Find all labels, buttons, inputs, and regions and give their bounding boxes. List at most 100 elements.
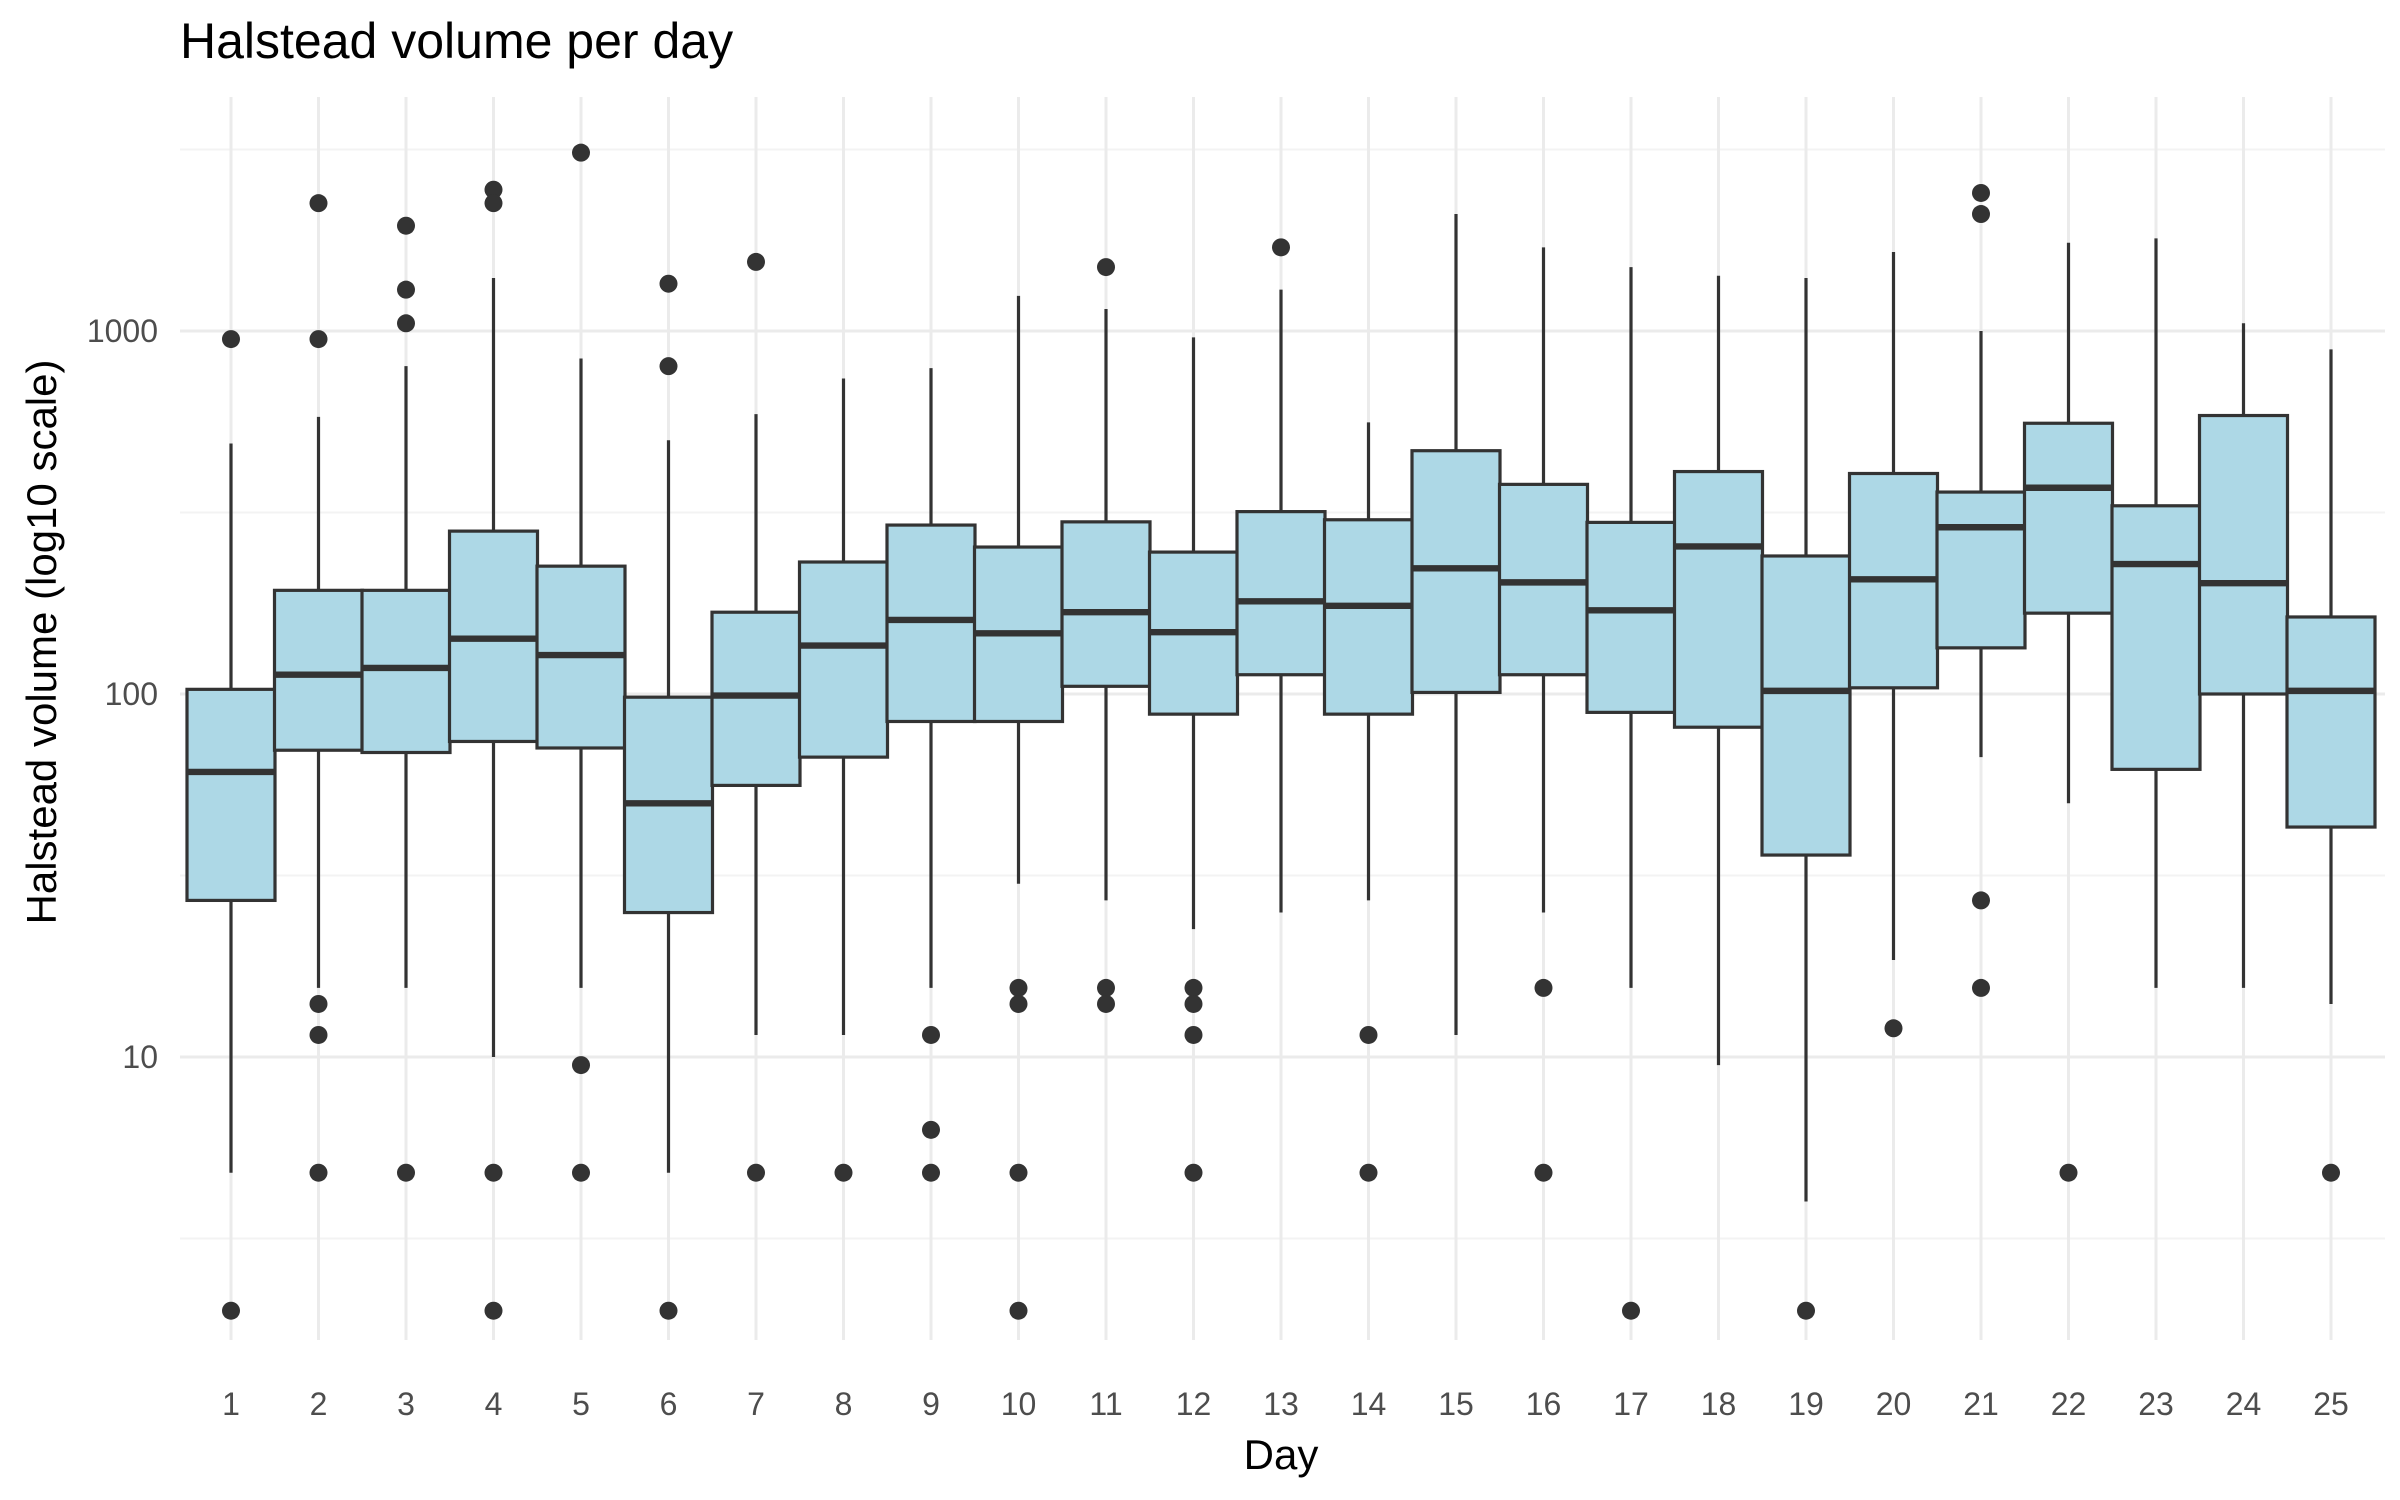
iqr-box (1935, 490, 2027, 650)
outlier-point (1797, 1301, 1815, 1320)
outlier-point (1097, 258, 1115, 277)
outlier-point (572, 1056, 590, 1075)
outlier-point (309, 1163, 328, 1182)
x-tick-label: 7 (747, 1386, 765, 1422)
box-plot-day-19 (1760, 277, 1852, 1320)
outlier-point (484, 180, 503, 199)
outlier-point (1622, 1301, 1640, 1320)
outlier-point (922, 1120, 940, 1139)
x-tick-label: 16 (1526, 1386, 1562, 1422)
x-tick-label: 19 (1788, 1386, 1824, 1422)
x-tick-label: 5 (572, 1386, 590, 1422)
outlier-point (309, 1025, 328, 1044)
outlier-point (572, 143, 590, 162)
x-tick-label: 25 (2313, 1386, 2349, 1422)
outlier-point (659, 1301, 678, 1320)
iqr-box (1060, 520, 1152, 688)
box-plot-day-4 (447, 180, 540, 1320)
x-tick-label: 10 (1001, 1386, 1037, 1422)
outlier-point (397, 314, 415, 333)
iqr-box (1672, 469, 1765, 729)
x-tick-label: 2 (310, 1386, 328, 1422)
outlier-point (222, 1301, 240, 1320)
box-plot-day-1 (185, 330, 277, 1320)
outlier-point (1534, 1163, 1553, 1182)
x-tick-label: 17 (1613, 1386, 1649, 1422)
iqr-box (2022, 421, 2115, 615)
box-plot-day-17 (1585, 267, 1677, 1320)
outlier-point (484, 1301, 503, 1320)
iqr-box (272, 588, 365, 752)
outlier-point (1972, 891, 1990, 910)
outlier-point (1184, 1025, 1203, 1044)
box-plot-day-10 (972, 295, 1065, 1320)
box-plot-day-3 (360, 216, 452, 1182)
x-tick-label: 11 (1089, 1386, 1122, 1422)
outlier-point (1972, 978, 1990, 997)
outlier-point (1534, 978, 1553, 997)
outlier-point (1884, 1019, 1903, 1038)
outlier-point (659, 274, 678, 293)
y-tick-label: 1000 (87, 313, 158, 349)
box-plot-day-9 (885, 368, 977, 1182)
outlier-point (1009, 994, 1028, 1013)
outlier-point (309, 194, 328, 213)
iqr-box (797, 560, 890, 759)
box-plot-day-12 (1147, 337, 1240, 1182)
x-tick-label: 4 (485, 1386, 503, 1422)
x-tick-label: 1 (222, 1386, 240, 1422)
box-plot-day-5 (535, 143, 627, 1182)
outlier-point (484, 194, 503, 213)
box-plot-day-2 (272, 194, 365, 1182)
outlier-point (747, 252, 765, 271)
box-plot-day-20 (1847, 252, 1940, 1038)
iqr-box (1235, 510, 1327, 677)
outlier-point (1097, 994, 1115, 1013)
x-tick-label: 23 (2138, 1386, 2174, 1422)
box-plot-day-25 (2285, 349, 2377, 1182)
iqr-box (2110, 504, 2202, 771)
outlier-point (1009, 1301, 1028, 1320)
box-series (185, 143, 2377, 1320)
x-axis-title: Day (1244, 1431, 1319, 1478)
iqr-box (2285, 615, 2377, 829)
box-plot-day-23 (2110, 238, 2202, 988)
x-tick-label: 6 (660, 1386, 678, 1422)
outlier-point (1097, 978, 1115, 997)
x-tick-label: 18 (1701, 1386, 1737, 1422)
y-axis-title: Halstead volume (log10 scale) (18, 360, 65, 925)
x-tick-label: 9 (922, 1386, 940, 1422)
box-plot-day-16 (1497, 247, 1590, 1182)
y-tick-label: 100 (105, 676, 158, 712)
x-tick-label: 13 (1263, 1386, 1299, 1422)
outlier-point (2322, 1163, 2340, 1182)
outlier-point (1009, 978, 1028, 997)
outlier-point (397, 1163, 415, 1182)
x-tick-label: 3 (397, 1386, 415, 1422)
x-tick-label: 12 (1176, 1386, 1212, 1422)
outlier-point (222, 330, 240, 349)
box-plot-day-24 (2197, 323, 2290, 988)
outlier-point (309, 330, 328, 349)
outlier-point (922, 1025, 940, 1044)
y-tick-label: 10 (122, 1039, 158, 1075)
outlier-point (397, 216, 415, 235)
iqr-box (185, 687, 277, 903)
iqr-box (1585, 520, 1677, 714)
box-plot-day-6 (622, 274, 715, 1320)
outlier-point (747, 1163, 765, 1182)
outlier-point (1972, 183, 1990, 202)
outlier-point (1184, 994, 1203, 1013)
box-plot-day-15 (1410, 214, 1502, 1035)
iqr-box (1760, 554, 1852, 857)
outlier-point (397, 280, 415, 299)
box-plot-day-22 (2022, 242, 2115, 1182)
outlier-point (834, 1163, 853, 1182)
box-plot-day-18 (1672, 275, 1765, 1066)
outlier-point (309, 994, 328, 1013)
outlier-point (572, 1163, 590, 1182)
x-tick-label: 14 (1351, 1386, 1387, 1422)
iqr-box (1410, 449, 1502, 695)
